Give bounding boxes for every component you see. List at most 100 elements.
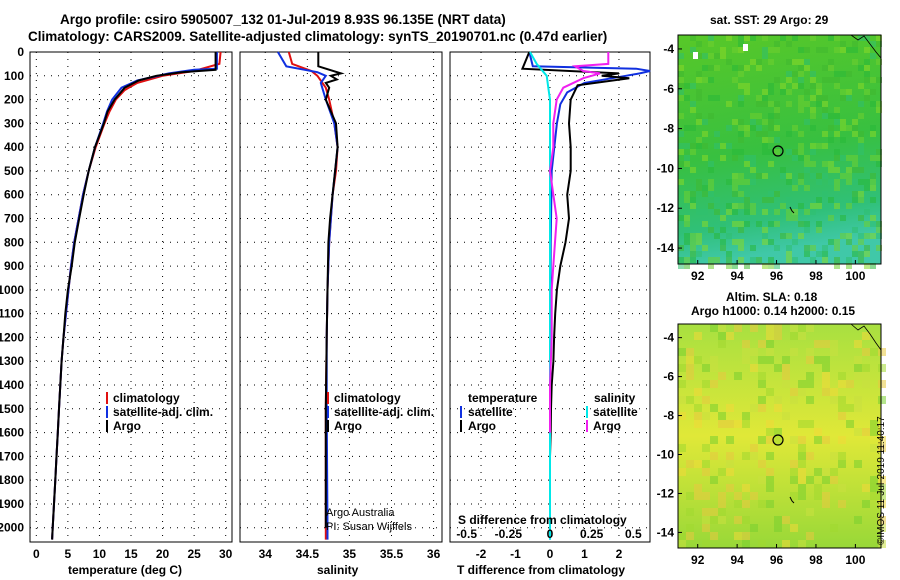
map-cell: [792, 83, 798, 89]
map-cell: [762, 119, 768, 125]
map-cell: [762, 137, 768, 143]
map-cell: [738, 131, 744, 137]
map-cell: [830, 348, 838, 356]
map-cell: [862, 372, 870, 380]
map-cell: [718, 372, 726, 380]
map-cell: [734, 516, 742, 524]
grid-lines: [30, 51, 650, 542]
map-cell: [744, 203, 750, 209]
map-cell: [854, 404, 862, 412]
map-cell: [858, 149, 864, 155]
map-cell: [678, 257, 684, 263]
depth-tick-label: 1200: [0, 330, 24, 344]
map-cell: [678, 161, 684, 167]
map-cell: [732, 209, 738, 215]
chart-subtitle: Climatology: CARS2009. Satellite-adjuste…: [28, 29, 608, 44]
map-cell: [768, 125, 774, 131]
map-cell: [822, 340, 830, 348]
depth-tick-label: 0: [17, 45, 24, 59]
annotation-argo-australia: Argo Australia: [326, 507, 395, 519]
map-cell: [798, 149, 804, 155]
map-cell: [678, 149, 684, 155]
map-cell: [708, 41, 714, 47]
map-cell: [822, 436, 830, 444]
map-cell: [798, 452, 806, 460]
map-cell: [774, 77, 780, 83]
map-cell: [774, 221, 780, 227]
map-cell: [834, 77, 840, 83]
map-cell: [804, 167, 810, 173]
map-cell: [708, 203, 714, 209]
map-cell: [756, 173, 762, 179]
map-cell: [876, 161, 882, 167]
series-line-climatology: [287, 51, 339, 540]
map-cell: [744, 197, 750, 203]
map-cell: [774, 263, 780, 269]
map-cell: [732, 239, 738, 245]
map-y-tick-label: -4: [663, 331, 674, 345]
map-cell: [714, 53, 720, 59]
map-cell: [702, 77, 708, 83]
series-lines: [51, 51, 651, 540]
map-cell: [792, 59, 798, 65]
map-cell: [726, 468, 734, 476]
map-cell: [708, 179, 714, 185]
map-cell: [732, 155, 738, 161]
series-line-salinity-argo: [548, 52, 610, 433]
map-cell: [686, 356, 694, 364]
map-cell: [816, 197, 822, 203]
map-cell: [854, 356, 862, 364]
map-cell: [840, 71, 846, 77]
map-cell: [726, 404, 734, 412]
map-cell: [678, 532, 686, 540]
map-cell: [762, 239, 768, 245]
map-cell: [804, 161, 810, 167]
map-cell: [690, 203, 696, 209]
map-cell: [702, 540, 710, 548]
map-cell: [858, 101, 864, 107]
map-cell: [838, 436, 846, 444]
depth-tick-label: 500: [4, 164, 24, 178]
map-cell: [878, 484, 886, 492]
map-cell: [708, 113, 714, 119]
map-cell: [768, 137, 774, 143]
map-cell: [864, 221, 870, 227]
map-cell: [768, 113, 774, 119]
map-cell: [876, 77, 882, 83]
map-cell: [810, 209, 816, 215]
map-cell: [828, 239, 834, 245]
map-cell: [750, 119, 756, 125]
map-cell: [828, 59, 834, 65]
map-cell: [756, 59, 762, 65]
map-cell: [798, 59, 804, 65]
map-cell: [696, 185, 702, 191]
map-cell: [702, 396, 710, 404]
map-y-tick-label: -8: [663, 122, 674, 136]
map-cell: [806, 396, 814, 404]
map-cell: [790, 436, 798, 444]
x-tick-label: 0: [33, 547, 40, 561]
map-cell: [756, 125, 762, 131]
map-cell: [732, 119, 738, 125]
map-cell: [846, 155, 852, 161]
map-cell: [720, 239, 726, 245]
x-tick-label: 10: [93, 547, 107, 561]
map-cell: [766, 324, 774, 332]
map-cell: [726, 125, 732, 131]
map-cell: [840, 155, 846, 161]
map-cell: [816, 101, 822, 107]
map-cell: [708, 263, 714, 269]
map-cell: [806, 348, 814, 356]
map-cell: [834, 167, 840, 173]
depth-tick-label: 800: [4, 235, 24, 249]
map-cell: [684, 95, 690, 101]
map-cell: [718, 332, 726, 340]
map-cell: [710, 356, 718, 364]
map-cell: [786, 245, 792, 251]
map-cell: [792, 35, 798, 41]
map-cell: [828, 167, 834, 173]
map-cell: [714, 143, 720, 149]
coastline: [850, 34, 882, 59]
map-cell: [834, 155, 840, 161]
map-cell: [858, 137, 864, 143]
